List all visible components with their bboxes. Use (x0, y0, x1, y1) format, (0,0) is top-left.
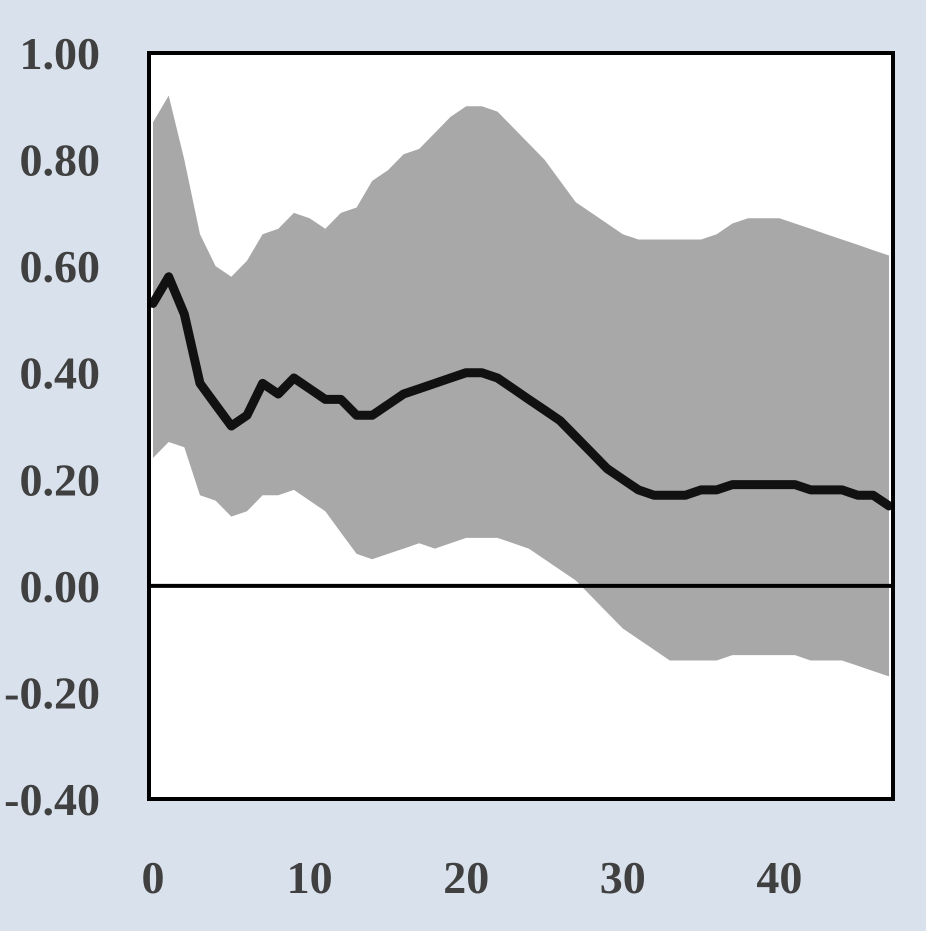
x-tick-label: 0 (142, 852, 165, 903)
x-tick-label: 10 (287, 852, 333, 903)
x-tick-label: 30 (600, 852, 646, 903)
y-tick-label: 1.00 (20, 28, 101, 79)
x-tick-label: 40 (756, 852, 802, 903)
y-axis: 1.00 0.80 0.60 0.40 0.20 0.00 -0.20 -0.40 (4, 28, 100, 825)
y-tick-label: -0.20 (4, 667, 100, 718)
y-tick-label: 0.80 (20, 135, 101, 186)
plot-frame (147, 51, 895, 801)
estimate-line-group (148, 272, 894, 511)
x-tick-label: 20 (443, 852, 489, 903)
confidence-band-area (153, 95, 889, 677)
estimate-line (148, 272, 894, 511)
y-tick-label: 0.20 (20, 454, 101, 505)
y-tick-label: -0.40 (4, 774, 100, 825)
x-axis: 0 10 20 30 40 (142, 852, 803, 903)
y-tick-label: 0.00 (20, 561, 101, 612)
confidence-band (153, 95, 889, 677)
y-tick-label: 0.40 (20, 348, 101, 399)
y-tick-label: 0.60 (20, 241, 101, 292)
